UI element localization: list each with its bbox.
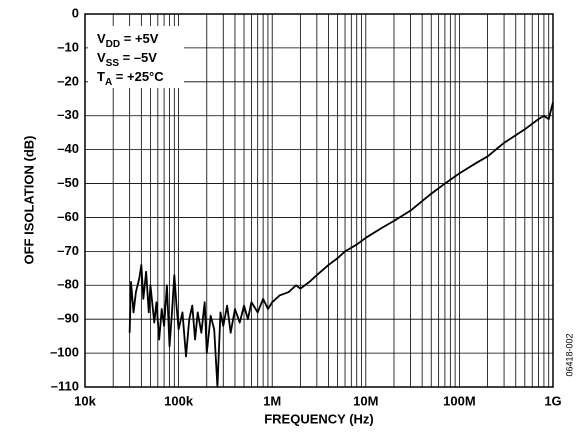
annotation-rest: = –5V	[119, 50, 157, 65]
annotation-sub: A	[105, 77, 112, 88]
annotation-box	[88, 26, 184, 88]
y-axis-label: OFF ISOLATION (dB)	[21, 135, 36, 264]
data-line	[128, 101, 554, 388]
annotation: TA = +25°C	[97, 69, 164, 87]
plot-frame	[84, 13, 554, 388]
x-tick-label: 1G	[544, 393, 561, 408]
annotation-sub: DD	[106, 39, 120, 50]
y-tick-label: –110	[51, 378, 79, 393]
annotation: VSS = –5V	[97, 50, 157, 68]
annotation-main: T	[97, 69, 105, 84]
y-tick-label: –100	[50, 345, 79, 360]
x-tick-label: 10M	[353, 393, 378, 408]
annotation-sub: SS	[106, 58, 120, 69]
x-tick-label: 1M	[263, 393, 281, 408]
annotation: VDD = +5V	[97, 31, 159, 49]
annotation-main: V	[97, 31, 106, 46]
x-axis-label: FREQUENCY (Hz)	[264, 411, 374, 426]
y-tick-label: –60	[57, 209, 79, 224]
y-tick-label: –20	[57, 73, 79, 88]
side-note: 06418-002	[564, 333, 574, 376]
y-tick-label: –70	[57, 243, 79, 258]
y-tick-label: –80	[57, 277, 79, 292]
x-tick-label: 100k	[164, 393, 194, 408]
annotation-rest: = +25°C	[112, 69, 164, 84]
x-tick-label: 100M	[443, 393, 476, 408]
y-tick-label: –50	[57, 175, 79, 190]
y-tick-label: –40	[57, 141, 79, 156]
y-tick-label: –30	[57, 107, 79, 122]
annotation-main: V	[97, 50, 106, 65]
y-tick-label: –10	[57, 39, 79, 54]
x-tick-label: 10k	[74, 393, 96, 408]
y-tick-label: 0	[72, 5, 79, 20]
y-tick-label: –90	[57, 311, 79, 326]
annotation-rest: = +5V	[120, 31, 159, 46]
